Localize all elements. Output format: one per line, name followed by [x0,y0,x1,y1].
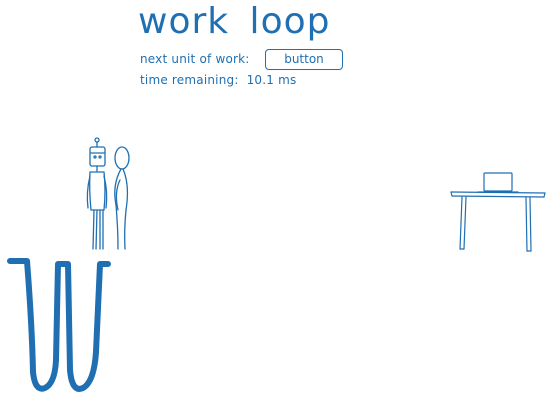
laptop-icon [478,173,518,192]
big-w-shape [10,261,108,389]
person-figure [115,147,129,249]
robot-figure [87,138,106,249]
desk-icon [451,192,545,251]
